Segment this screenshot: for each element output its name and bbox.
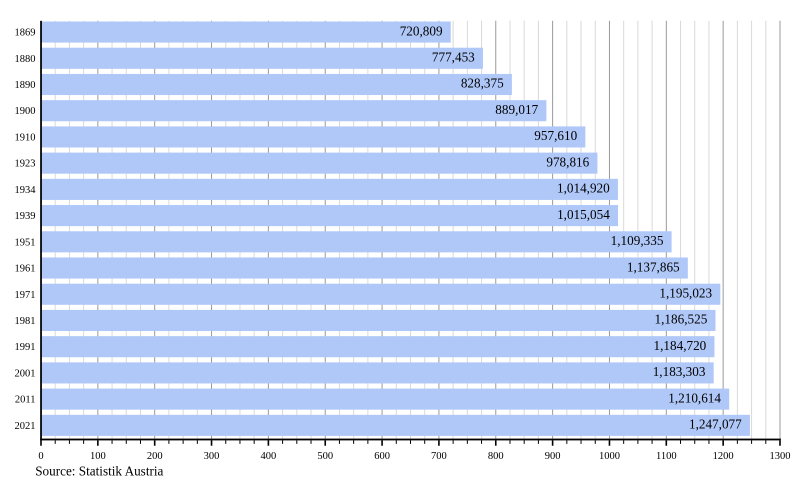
svg-text:1,015,054: 1,015,054 bbox=[557, 207, 610, 222]
svg-text:200: 200 bbox=[147, 451, 163, 462]
svg-text:1,137,865: 1,137,865 bbox=[627, 259, 680, 274]
svg-text:1971: 1971 bbox=[15, 290, 36, 301]
svg-text:1961: 1961 bbox=[15, 264, 36, 275]
svg-text:1934: 1934 bbox=[15, 185, 37, 196]
svg-text:720,809: 720,809 bbox=[400, 23, 443, 38]
svg-text:800: 800 bbox=[488, 451, 504, 462]
svg-text:900: 900 bbox=[545, 451, 561, 462]
svg-text:1939: 1939 bbox=[15, 211, 36, 222]
svg-text:Source: Statistik Austria: Source: Statistik Austria bbox=[35, 463, 163, 478]
svg-text:2011: 2011 bbox=[15, 395, 36, 406]
svg-text:978,816: 978,816 bbox=[546, 154, 589, 169]
svg-text:1880: 1880 bbox=[15, 54, 36, 65]
svg-text:2021: 2021 bbox=[15, 421, 36, 432]
svg-text:1,183,303: 1,183,303 bbox=[653, 364, 706, 379]
svg-text:1,210,614: 1,210,614 bbox=[668, 390, 721, 405]
svg-text:1100: 1100 bbox=[656, 451, 677, 462]
svg-text:400: 400 bbox=[261, 451, 277, 462]
svg-text:1923: 1923 bbox=[15, 159, 36, 170]
svg-text:100: 100 bbox=[90, 451, 106, 462]
svg-text:1890: 1890 bbox=[15, 80, 36, 91]
svg-text:0: 0 bbox=[38, 451, 43, 462]
svg-text:957,610: 957,610 bbox=[534, 128, 577, 143]
svg-text:300: 300 bbox=[204, 451, 220, 462]
svg-text:1951: 1951 bbox=[15, 237, 36, 248]
svg-text:1,184,720: 1,184,720 bbox=[654, 338, 707, 353]
svg-text:1981: 1981 bbox=[15, 316, 36, 327]
svg-text:1,247,077: 1,247,077 bbox=[689, 417, 742, 432]
svg-text:1991: 1991 bbox=[15, 342, 36, 353]
svg-text:1200: 1200 bbox=[713, 451, 734, 462]
svg-text:2001: 2001 bbox=[15, 368, 36, 379]
svg-text:1910: 1910 bbox=[15, 132, 36, 143]
svg-text:700: 700 bbox=[431, 451, 447, 462]
svg-text:1300: 1300 bbox=[770, 451, 791, 462]
svg-text:828,375: 828,375 bbox=[461, 76, 504, 91]
svg-text:1,109,335: 1,109,335 bbox=[611, 233, 664, 248]
svg-text:1900: 1900 bbox=[15, 106, 36, 117]
svg-text:1,186,525: 1,186,525 bbox=[655, 312, 708, 327]
svg-text:1,195,023: 1,195,023 bbox=[659, 286, 712, 301]
svg-text:1869: 1869 bbox=[15, 28, 36, 39]
svg-text:1,014,920: 1,014,920 bbox=[557, 181, 610, 196]
svg-text:1000: 1000 bbox=[599, 451, 620, 462]
svg-text:777,453: 777,453 bbox=[432, 50, 475, 65]
svg-text:600: 600 bbox=[374, 451, 390, 462]
svg-text:889,017: 889,017 bbox=[495, 102, 538, 117]
svg-text:500: 500 bbox=[317, 451, 333, 462]
